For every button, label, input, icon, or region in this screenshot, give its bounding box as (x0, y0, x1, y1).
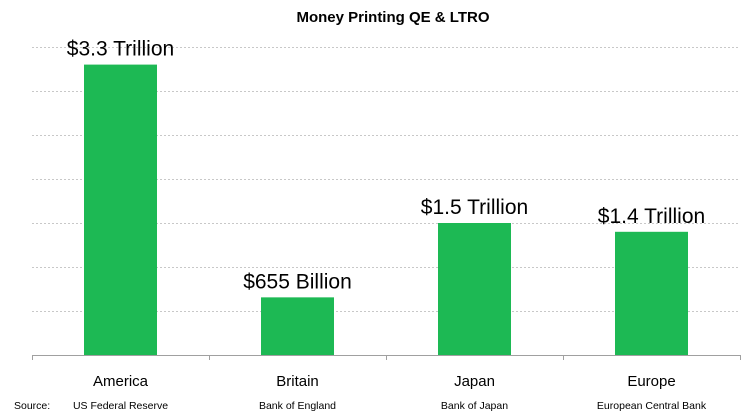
category-label-europe: Europe (627, 373, 675, 390)
category-label-britain: Britain (276, 373, 319, 390)
bar-japan (438, 223, 511, 355)
category-labels: America Britain Japan Europe (93, 373, 676, 390)
source-labels: Source: US Federal Reserve Bank of Englan… (14, 400, 707, 412)
data-label-europe: $1.4 Trillion (598, 205, 705, 228)
bar-britain (261, 297, 334, 355)
data-label-america: $3.3 Trillion (67, 38, 174, 61)
bar-europe (615, 231, 688, 355)
bars (84, 64, 688, 355)
bar-america (84, 64, 157, 355)
source-label-europe: European Central Bank (597, 400, 707, 412)
source-label-america: US Federal Reserve (73, 400, 168, 412)
category-label-japan: Japan (454, 373, 495, 390)
source-prefix-label: Source: (14, 400, 50, 412)
source-label-japan: Bank of Japan (441, 400, 508, 412)
data-label-japan: $1.5 Trillion (421, 196, 528, 219)
category-label-america: America (93, 373, 149, 390)
data-label-britain: $655 Billion (243, 270, 352, 293)
chart-title: Money Printing QE & LTRO (296, 9, 489, 26)
source-label-britain: Bank of England (259, 400, 336, 412)
data-labels: $3.3 Trillion $655 Billion $1.5 Trillion $1… (67, 38, 705, 294)
